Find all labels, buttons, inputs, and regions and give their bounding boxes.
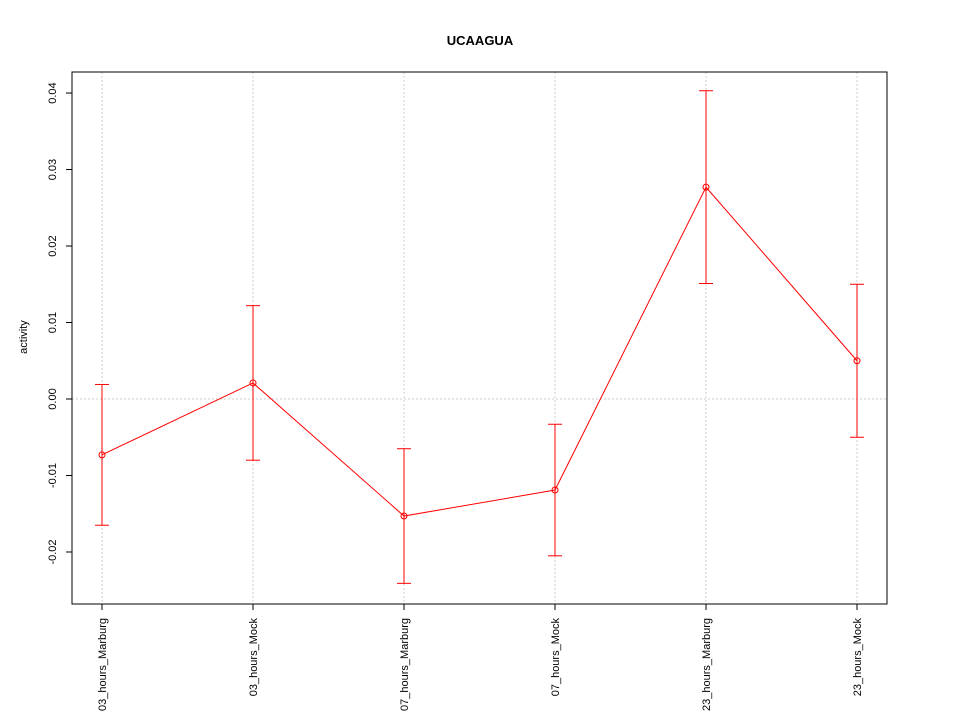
x-tick-label: 07_hours_Marburg — [399, 618, 411, 711]
error-bar — [397, 448, 411, 584]
error-bar — [850, 283, 864, 438]
y-tick-label: 0.00 — [47, 388, 59, 409]
y-tick-label: -0.01 — [47, 463, 59, 488]
y-tick-label: 0.02 — [47, 235, 59, 256]
data-point — [853, 357, 861, 365]
plot-frame — [71, 71, 888, 605]
y-tick-label: 0.03 — [47, 159, 59, 180]
data-line — [101, 186, 858, 517]
y-tick-label: 0.04 — [47, 82, 59, 103]
data-point — [249, 379, 257, 387]
y-tick-label: 0.01 — [47, 312, 59, 333]
x-tick-label: 03_hours_Marburg — [97, 618, 109, 711]
y-axis-label: activity — [18, 320, 30, 354]
data-point — [702, 183, 710, 191]
x-tick-label: 07_hours_Mock — [550, 618, 562, 697]
error-bar — [548, 423, 562, 557]
x-tick-label: 23_hours_Mock — [852, 618, 864, 697]
x-tick-label: 03_hours_Mock — [248, 618, 260, 697]
error-bar — [95, 383, 109, 526]
error-bar — [699, 90, 713, 284]
data-point — [98, 451, 106, 459]
y-tick-label: -0.02 — [47, 539, 59, 564]
error-bar — [246, 305, 260, 461]
data-point — [400, 512, 408, 520]
data-point — [551, 486, 559, 494]
x-tick-label: 23_hours_Marburg — [701, 618, 713, 711]
chart-title: UCAAGUA — [447, 33, 514, 48]
